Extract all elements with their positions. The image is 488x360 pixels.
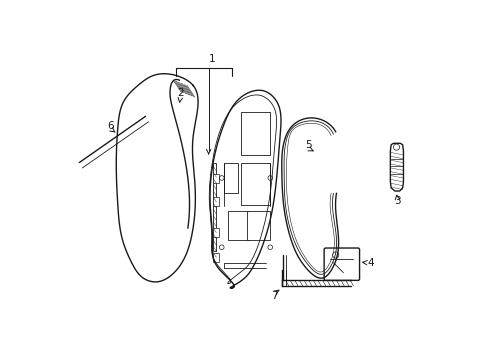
Text: 7: 7: [270, 291, 277, 301]
FancyBboxPatch shape: [213, 228, 219, 237]
Polygon shape: [389, 143, 403, 191]
FancyBboxPatch shape: [213, 174, 219, 183]
Text: 2: 2: [177, 88, 183, 98]
Text: 5: 5: [305, 140, 311, 150]
FancyBboxPatch shape: [224, 163, 238, 193]
FancyBboxPatch shape: [227, 211, 249, 240]
Polygon shape: [213, 163, 216, 251]
Text: 1: 1: [209, 54, 215, 64]
Text: 4: 4: [366, 258, 373, 267]
FancyBboxPatch shape: [213, 253, 219, 262]
FancyBboxPatch shape: [246, 211, 270, 240]
Text: 3: 3: [393, 196, 400, 206]
FancyBboxPatch shape: [241, 163, 270, 205]
FancyBboxPatch shape: [213, 197, 219, 206]
Text: 6: 6: [106, 121, 113, 131]
FancyBboxPatch shape: [324, 248, 359, 280]
FancyBboxPatch shape: [241, 112, 270, 155]
